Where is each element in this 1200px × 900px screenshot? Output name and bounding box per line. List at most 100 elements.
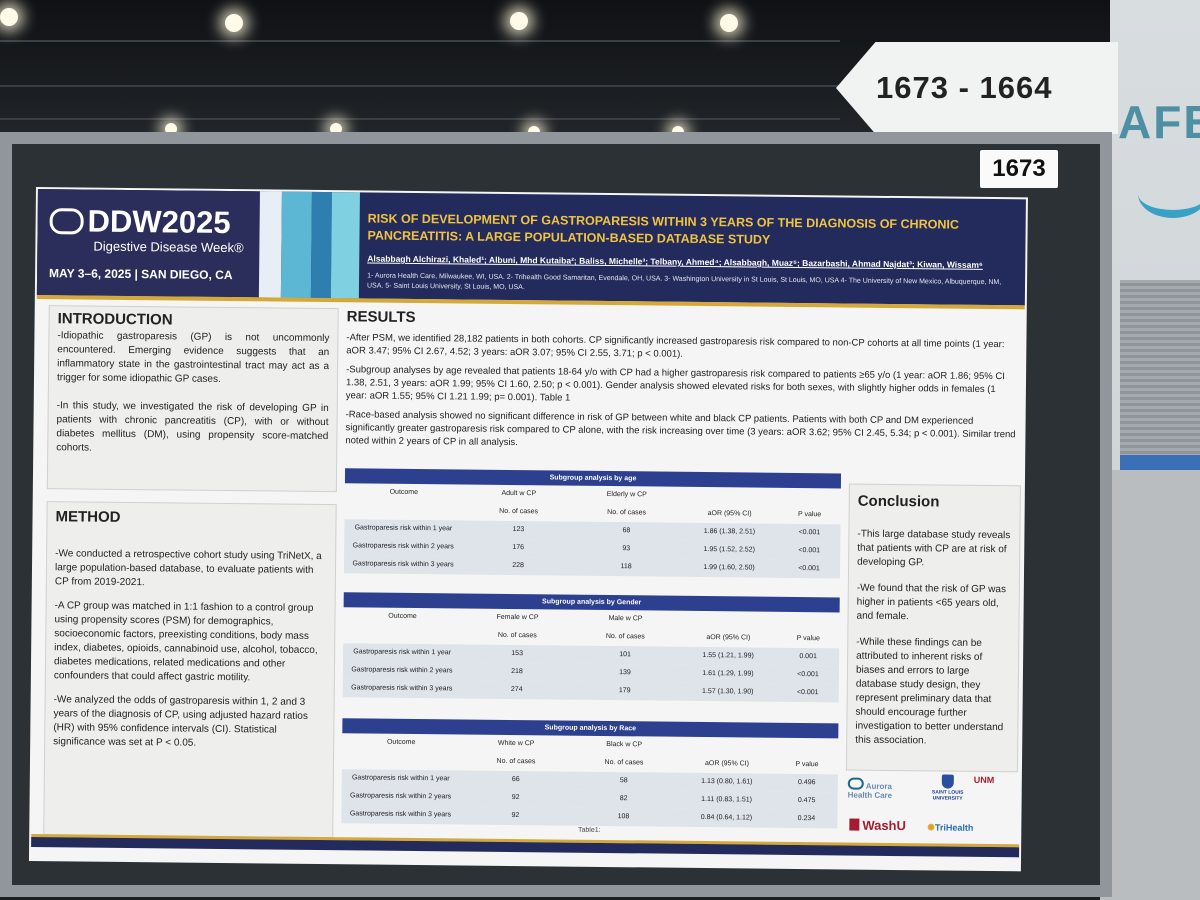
table-subheader-cell: P value: [797, 510, 822, 519]
header-stripe: [310, 191, 332, 299]
table-cell: Gastroparesis risk within 3 years: [352, 560, 454, 569]
table-cell: 1.86 (1.38, 2.51): [703, 528, 756, 536]
table-cell: Gastroparesis risk within 2 years: [352, 542, 454, 551]
table-subheader-cell: aOR (95% CI): [707, 510, 752, 518]
table-cell: Gastroparesis risk within 3 years: [351, 684, 453, 693]
table-cell: Gastroparesis risk within 2 years: [351, 666, 453, 675]
header-stripe: [280, 191, 312, 298]
method-paragraph: -We conducted a retrospective cohort stu…: [54, 548, 322, 589]
table-cell: 1.55 (1.21, 1.99): [702, 652, 754, 660]
aurora-logo: Aurora Health Care: [847, 777, 918, 801]
table-cell: Gastroparesis risk within 1 year: [354, 524, 453, 533]
floor: [1100, 470, 1200, 900]
poster-affiliations: 1- Aurora Health Care, Milwaukee, WI, US…: [366, 272, 1002, 292]
table-cell: <0.001: [798, 565, 820, 573]
results-paragraph: -Race-based analysis showed no significa…: [345, 409, 1016, 449]
table-cell: <0.001: [796, 688, 819, 697]
gender-subgroup-table: Subgroup analysis by Gender Outcome Fema…: [342, 592, 840, 703]
ceiling-light: [225, 14, 243, 32]
table-cell: 58: [619, 777, 628, 785]
table-cell: <0.001: [798, 547, 821, 555]
trihealth-mark-icon: ✺: [927, 822, 935, 833]
table-cell: 0.496: [798, 779, 816, 787]
research-poster: DDW2025 Digestive Disease Week® MAY 3–6,…: [28, 187, 1028, 872]
method-section: METHOD -We conducted a retrospective coh…: [43, 501, 337, 839]
introduction-paragraph: -In this study, we investigated the risk…: [56, 400, 329, 454]
table-row: Gastroparesis risk within 3 years 228 11…: [343, 555, 841, 579]
table-subheader-cell: P value: [796, 634, 820, 643]
table-cell: 274: [510, 686, 523, 694]
table-cell: 1.11 (0.83, 1.51): [701, 795, 753, 804]
table-cell: 118: [620, 563, 632, 571]
conclusion-section: Conclusion -This large database study re…: [845, 483, 1021, 773]
conference-dates: MAY 3–6, 2025 | SAN DIEGO, CA: [49, 266, 233, 283]
introduction-section: INTRODUCTION -Idiopathic gastroparesis (…: [46, 305, 339, 493]
ddw-wordmark: DDW2025: [87, 203, 231, 241]
trihealth-logo-text: TriHealth: [934, 822, 974, 833]
table-cell: 228: [512, 562, 524, 570]
table-cell: 1.57 (1.30, 1.90): [702, 688, 754, 696]
washu-shield-icon: [849, 818, 860, 831]
table-subheader-cell: aOR (95% CI): [704, 760, 750, 768]
table-subheader-cell: No. of cases: [607, 508, 647, 517]
ceiling-truss: [0, 118, 840, 120]
ddw-subtitle: Digestive Disease Week®: [93, 238, 244, 256]
ddw-logo: DDW2025: [49, 203, 231, 241]
table-row: Gastroparesis risk within 3 years 274 17…: [342, 679, 839, 703]
washu-logo: WashU: [849, 817, 907, 834]
table-cell: <0.001: [798, 529, 821, 537]
rolling-shutter: [1120, 280, 1200, 460]
table-cell: 0.001: [799, 653, 817, 661]
ddw-mark-icon: [49, 208, 84, 235]
table-subheader-cell: No. of cases: [497, 631, 537, 640]
table-cell: Gastroparesis risk within 3 years: [349, 810, 452, 819]
conclusion-paragraph: -This large database study reveals that …: [857, 528, 1011, 569]
table-cell: Gastroparesis risk within 2 years: [350, 792, 452, 801]
aisle-sign: [836, 42, 1118, 134]
aurora-mark-icon: [847, 777, 864, 790]
ceiling-light: [510, 12, 528, 30]
slu-logo-text: SAINT LOUIS UNIVERSITY: [931, 789, 964, 802]
table-cell: 108: [617, 813, 630, 821]
table-header-cell: Male w CP: [608, 615, 643, 623]
introduction-heading: INTRODUCTION: [57, 310, 173, 329]
table-subheader-cell: No. of cases: [604, 758, 644, 767]
ceiling-truss: [0, 40, 840, 42]
header-stripe: [330, 192, 360, 299]
ceiling-light: [0, 8, 18, 26]
table-cell: 66: [511, 776, 520, 784]
table-cell: 92: [511, 794, 520, 802]
introduction-paragraph: -Idiopathic gastroparesis (GP) is not un…: [56, 330, 330, 385]
table-header-cell: Black w CP: [606, 741, 643, 749]
trihealth-logo: ✺TriHealth: [927, 822, 973, 833]
slu-logo: SAINT LOUIS UNIVERSITY: [928, 774, 968, 802]
table-cell: 82: [619, 795, 628, 803]
results-paragraph: -Subgroup analyses by age revealed that …: [345, 364, 1005, 404]
poster-title: RISK OF DEVELOPMENT OF GASTROPARESIS WIT…: [367, 211, 959, 247]
table-subheader-cell: P value: [795, 760, 819, 769]
table-cell: 139: [619, 669, 631, 677]
method-paragraph: -We analyzed the odds of gastroparesis w…: [53, 694, 308, 749]
table-cell: 92: [511, 812, 520, 820]
table-subheader-cell: No. of cases: [605, 632, 645, 641]
table-header-cell: White w CP: [497, 739, 535, 748]
ceiling-truss: [0, 85, 840, 87]
table-cell: 123: [512, 526, 525, 534]
wave-logo-icon: [1138, 170, 1200, 218]
table-cell: 101: [619, 651, 632, 659]
results-section: RESULTS -After PSM, we identified 28,182…: [345, 308, 1018, 454]
table-header-cell: Outcome: [388, 612, 417, 621]
table-header-cell: Adult w CP: [501, 489, 537, 498]
table-cell: 179: [618, 687, 631, 695]
table-cell: 1.13 (0.80, 1.61): [701, 777, 753, 786]
washu-logo-text: WashU: [862, 817, 907, 834]
table-header-cell: Female w CP: [496, 613, 539, 622]
unm-logo: UNM: [973, 774, 995, 786]
table-cell: 0.84 (0.64, 1.12): [700, 813, 753, 822]
table-cell: Gastroparesis risk within 1 year: [351, 774, 450, 783]
table-cell: 1.95 (1.52, 2.52): [703, 546, 755, 554]
table-cell: 0.234: [797, 815, 816, 823]
poster-authors: Alsabbagh Alchirazi, Khaled¹; Albuni, Mh…: [367, 253, 983, 270]
board-number-label: 1673: [980, 150, 1058, 188]
table-header-cell: Outcome: [389, 488, 419, 497]
